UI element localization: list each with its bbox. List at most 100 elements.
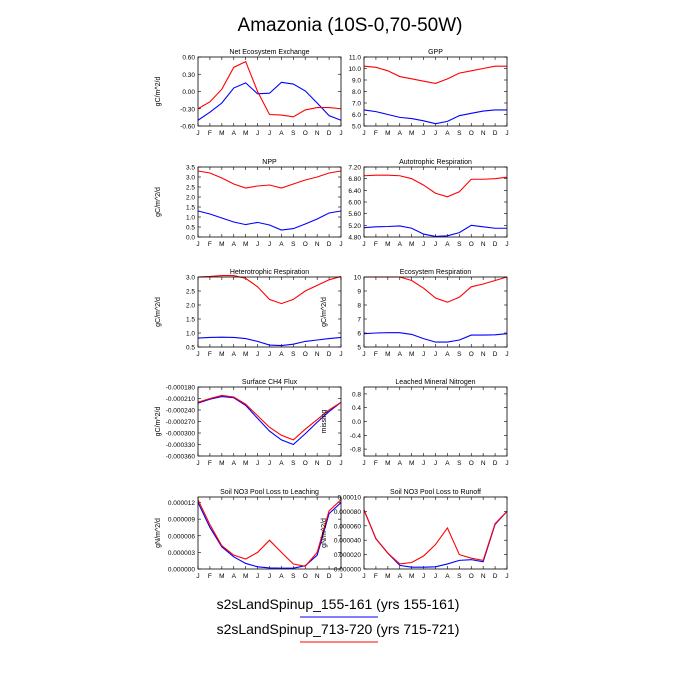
x-tick-label: D [327,351,332,358]
x-tick-label: D [493,460,498,467]
x-tick-label: M [243,573,248,580]
series-line-red [363,174,508,198]
x-tick-label: D [327,460,332,467]
x-tick-label: M [219,241,224,248]
x-tick-label: J [434,241,437,248]
x-tick-label: J [422,573,425,580]
x-tick-label: M [409,573,414,580]
x-tick-label: J [339,130,342,137]
y-tick-label: -0.000180 [166,385,196,392]
y-tick-label: 6 [357,331,361,338]
y-tick-label: 11.0 [349,55,362,62]
y-axis-label: missing [321,410,328,434]
x-tick-label: J [505,573,508,580]
x-tick-label: A [279,573,284,580]
x-tick-label: D [493,573,498,580]
x-tick-label: J [339,573,342,580]
x-tick-label: S [291,351,296,358]
x-tick-label: M [385,130,390,137]
series-line-blue [363,509,508,568]
series-line-blue [197,210,342,231]
y-tick-label: 0.00010 [338,495,362,502]
y-tick-label: -0.000360 [166,454,196,461]
y-tick-label: 5.20 [348,223,361,230]
x-tick-label: A [445,130,450,137]
y-tick-label: 7.0 [352,101,361,108]
y-tick-label: 5.0 [352,124,361,131]
y-tick-label: 7 [357,317,361,324]
y-tick-label: -0.000240 [166,408,196,415]
y-tick-label: 0.000020 [334,552,361,559]
y-tick-label: 1.5 [186,317,195,324]
y-tick-label: 0.000000 [334,567,361,574]
x-tick-label: F [208,130,212,137]
panel-title: Leached Mineral Nitrogen [395,379,475,386]
x-tick-label: J [422,351,425,358]
series-line-red [197,170,342,189]
x-tick-label: O [303,460,308,467]
x-tick-label: N [481,351,486,358]
x-tick-label: N [481,573,486,580]
y-tick-label: 6.40 [348,188,361,195]
panel-7: Surface CH4 Flux gC/m^2/d -0.000180 -0.0002… [155,379,343,467]
series-line-red [363,65,507,85]
x-tick-label: S [291,130,296,137]
x-tick-label: O [469,130,474,137]
panel-5: Heterotrophic Respiration gC/m^2/d 3.0 2.5 2… [155,269,343,358]
x-tick-label: J [196,130,199,137]
x-tick-label: S [457,130,462,137]
y-tick-label: -0.8 [350,447,362,454]
plot-frame [363,496,508,570]
x-tick-label: J [434,351,437,358]
x-tick-label: A [232,130,237,137]
y-axis-label: gC/m^2/d [155,77,162,107]
y-tick-label: -0.000330 [166,442,196,449]
x-tick-label: O [303,573,308,580]
x-tick-label: F [208,460,212,467]
x-tick-label: O [469,351,474,358]
x-tick-label: J [362,573,365,580]
y-tick-label: 0.000040 [334,538,361,545]
x-tick-label: M [219,460,224,467]
x-tick-label: F [374,351,378,358]
panel-title: Surface CH4 Flux [242,379,298,386]
x-tick-label: J [268,573,271,580]
plot-frame [363,276,508,348]
panel-1: Net Ecosystem Exchange gC/m^2/d 0.60 0.30 0.… [155,49,343,137]
x-tick-label: O [469,241,474,248]
x-tick-label: S [457,241,462,248]
plot-frame [197,496,342,570]
x-tick-label: A [398,351,403,358]
plot-frame [197,166,342,238]
series-line-red [364,276,508,303]
x-tick-label: A [279,130,284,137]
y-tick-label: 0.60 [182,55,195,62]
y-tick-label: 0.0 [186,235,195,242]
x-tick-label: D [327,241,332,248]
series-line-blue [197,502,342,569]
series-line-blue [363,332,508,343]
x-tick-label: J [256,573,259,580]
series-line-red [363,509,508,565]
y-tick-label: 0.8 [352,391,361,398]
y-tick-label: 2.0 [186,195,195,202]
y-tick-label: 0.30 [182,72,195,79]
x-tick-label: J [434,460,437,467]
y-tick-label: 3.0 [186,175,195,182]
x-tick-label: J [268,460,271,467]
x-tick-label: J [256,241,259,248]
x-tick-label: A [279,460,284,467]
panel-title: NPP [262,159,277,166]
x-tick-label: M [219,351,224,358]
x-tick-label: D [493,130,498,137]
legend: s2sLandSpinup_155-161 (yrs 155-161) s2sL… [217,596,459,643]
x-tick-label: M [243,241,248,248]
x-tick-label: M [409,130,414,137]
x-tick-label: J [434,130,437,137]
plot-frame [197,276,342,348]
panel-title: Ecosystem Respiration [400,269,472,276]
y-tick-label: 0.5 [186,345,195,352]
y-tick-label: 9 [357,289,361,296]
